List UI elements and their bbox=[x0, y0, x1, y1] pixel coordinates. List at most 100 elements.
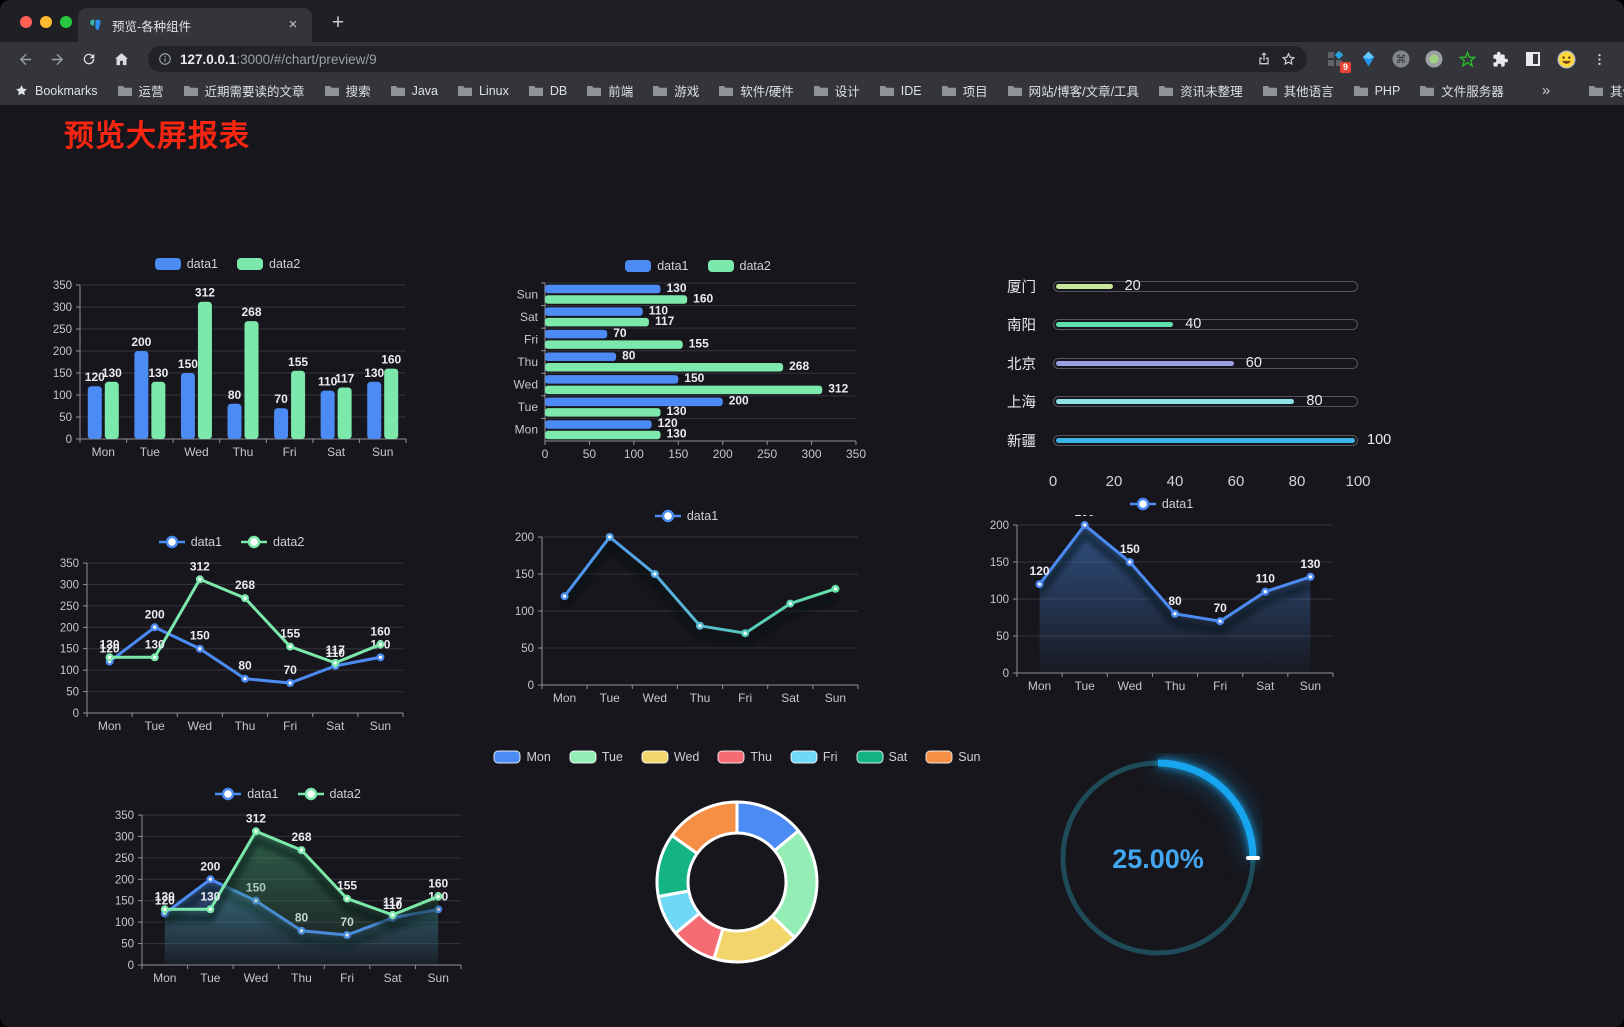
tab-close-icon[interactable]: × bbox=[288, 16, 298, 33]
x-axis-tick: Sat bbox=[781, 691, 800, 705]
bookmarks-root[interactable]: Bookmarks bbox=[14, 83, 98, 98]
bar-value-label: 268 bbox=[241, 305, 261, 319]
sidebar-extension-icon[interactable] bbox=[1523, 49, 1543, 69]
bookmark-star-icon[interactable] bbox=[1280, 51, 1297, 68]
puzzle-extensions-icon[interactable] bbox=[1490, 49, 1510, 69]
bar-value-label: 150 bbox=[178, 357, 198, 371]
address-bar[interactable]: 127.0.0.1:3000/#/chart/preview/9 bbox=[148, 46, 1307, 72]
legend-item[interactable]: data1 bbox=[624, 259, 689, 273]
area-line-chart[interactable]: data1 0 50 100 150 200 Mon Tue Wed Thu Fri Sat Sun 12… bbox=[975, 493, 1347, 699]
bar-value-label: 117 bbox=[655, 314, 675, 328]
point-value-label: 130 bbox=[145, 637, 165, 651]
legend-item[interactable]: data2 bbox=[707, 259, 771, 273]
menu-kebab-icon[interactable] bbox=[1586, 46, 1612, 72]
kite-extension-icon[interactable] bbox=[1358, 49, 1378, 69]
bookmarks-overflow-chevron[interactable]: » bbox=[1541, 82, 1551, 99]
legend-marker bbox=[297, 787, 324, 801]
forward-button[interactable] bbox=[44, 46, 70, 72]
gauge-chart[interactable]: 25.00% bbox=[1053, 753, 1263, 963]
command-extension-icon[interactable]: ⌘ bbox=[1391, 49, 1411, 69]
legend-item[interactable]: data1 bbox=[158, 535, 222, 549]
maximize-window-button[interactable] bbox=[60, 16, 72, 28]
bookmark-folder[interactable]: 设计 bbox=[813, 81, 860, 100]
bookmark-folder[interactable]: 文件服务器 bbox=[1419, 81, 1504, 100]
progress-label: 新疆 bbox=[1007, 433, 1036, 450]
x-axis-tick: Mon bbox=[553, 691, 576, 705]
legend-marker bbox=[569, 750, 597, 764]
browser-tab[interactable]: 预览-各种组件 × bbox=[78, 8, 312, 42]
grid-extension-icon[interactable]: 9 bbox=[1325, 49, 1351, 73]
green-star-extension-icon[interactable] bbox=[1457, 49, 1477, 69]
new-tab-button[interactable]: + bbox=[331, 11, 345, 34]
y-axis-tick: 150 bbox=[515, 569, 534, 581]
url-path: :3000/#/chart/preview/9 bbox=[236, 51, 377, 67]
donut-pie-chart[interactable]: Mon Tue Wed Thu Fri Sat Sun bbox=[493, 746, 981, 992]
home-button[interactable] bbox=[108, 46, 134, 72]
legend-item[interactable]: Mon bbox=[493, 750, 551, 764]
bookmarks-label: Bookmarks bbox=[35, 83, 98, 98]
back-button[interactable] bbox=[12, 46, 38, 72]
legend-item[interactable]: data1 bbox=[214, 787, 279, 801]
bookmark-folder[interactable]: 软件/硬件 bbox=[718, 81, 794, 100]
y-axis-tick: 0 bbox=[66, 434, 72, 446]
bookmark-folder[interactable]: Linux bbox=[457, 83, 509, 99]
bar-value-label: 130 bbox=[364, 366, 384, 380]
bar-value-label: 80 bbox=[228, 388, 242, 402]
legend-item[interactable]: Sun bbox=[925, 750, 981, 764]
legend-item[interactable]: Sat bbox=[856, 750, 907, 764]
dual-line-chart[interactable]: data1 data2 0 50 100 150 200 250 300 350 Mon Tue Wed… bbox=[45, 531, 417, 739]
legend-item[interactable]: Fri bbox=[790, 750, 838, 764]
other-bookmarks-folder[interactable]: 其他书签 bbox=[1588, 81, 1624, 100]
bookmark-folder[interactable]: 搜索 bbox=[324, 81, 371, 100]
y-axis-tick: 0 bbox=[128, 960, 134, 972]
legend-item[interactable]: data1 bbox=[654, 509, 718, 523]
folder-icon bbox=[528, 85, 543, 96]
bar-value-label: 70 bbox=[613, 326, 627, 340]
bar-value-label: 120 bbox=[85, 370, 105, 384]
bookmark-folder[interactable]: Java bbox=[390, 83, 438, 99]
bookmark-folder[interactable]: 游戏 bbox=[652, 81, 699, 100]
dual-area-chart[interactable]: data1 data2 0 50 100 150 200 250 300 350 Mon Tue Wed… bbox=[100, 783, 475, 991]
x-axis-tick: 100 bbox=[624, 447, 644, 461]
folder-icon bbox=[587, 85, 602, 96]
site-info-icon[interactable] bbox=[158, 52, 172, 66]
x-axis-tick: 50 bbox=[583, 447, 597, 461]
progress-bar-chart[interactable]: 厦门 20 南阳 40 北京 60 上海 80 新疆 100 0 20 40 60 80 100 bbox=[993, 257, 1391, 497]
legend-item[interactable]: Tue bbox=[569, 750, 623, 764]
gauge-value-label: 25.00% bbox=[1112, 844, 1204, 874]
bookmark-folder[interactable]: 项目 bbox=[941, 81, 988, 100]
legend-marker bbox=[625, 260, 652, 272]
close-window-button[interactable] bbox=[20, 16, 32, 28]
legend-item[interactable]: Thu bbox=[717, 750, 772, 764]
reload-button[interactable] bbox=[76, 46, 102, 72]
bookmark-folder[interactable]: IDE bbox=[879, 83, 922, 99]
legend-item[interactable]: data2 bbox=[236, 257, 300, 271]
legend-label: data2 bbox=[273, 535, 305, 549]
bookmark-folder[interactable]: 运营 bbox=[117, 81, 164, 100]
record-extension-icon[interactable] bbox=[1424, 49, 1444, 69]
legend-item[interactable]: data2 bbox=[240, 535, 304, 549]
minimize-window-button[interactable] bbox=[40, 16, 52, 28]
bookmark-folder[interactable]: 近期需要读的文章 bbox=[183, 81, 305, 100]
grouped-bar-chart[interactable]: data1 data2 0 50 100 150 200 250 300 350 Mon Tue Wed… bbox=[38, 253, 416, 465]
x-axis-tick: Wed bbox=[188, 719, 212, 733]
bookmark-folder[interactable]: 资讯未整理 bbox=[1158, 81, 1243, 100]
bookmark-folder[interactable]: 前端 bbox=[586, 81, 633, 100]
legend-item[interactable]: data1 bbox=[1129, 497, 1193, 511]
emoji-extension-icon[interactable] bbox=[1556, 49, 1576, 69]
x-axis-tick: Mon bbox=[153, 971, 176, 985]
legend-item[interactable]: data1 bbox=[154, 257, 218, 271]
horizontal-bar-chart[interactable]: data1 data2 0 50 100 150 200 250 300 350 Sun 130 160… bbox=[505, 255, 890, 467]
bookmark-folder[interactable]: PHP bbox=[1353, 83, 1400, 99]
share-icon[interactable] bbox=[1256, 51, 1272, 67]
svg-text:⌘: ⌘ bbox=[1396, 53, 1407, 66]
legend-item[interactable]: data2 bbox=[297, 787, 361, 801]
bookmark-folder[interactable]: 网站/博客/文章/工具 bbox=[1007, 81, 1139, 100]
legend-item[interactable]: Wed bbox=[641, 750, 699, 764]
bar-value-label: 155 bbox=[689, 336, 709, 350]
gradient-line-chart[interactable]: data1 0 50 100 150 200 Mon Tue Wed Thu Fri Sat Sun bbox=[500, 505, 872, 711]
folder-icon bbox=[1007, 85, 1022, 96]
bookmark-folder[interactable]: DB bbox=[528, 83, 567, 99]
bookmark-folder[interactable]: 其他语言 bbox=[1262, 81, 1334, 100]
progress-track: 80 bbox=[1053, 393, 1358, 409]
